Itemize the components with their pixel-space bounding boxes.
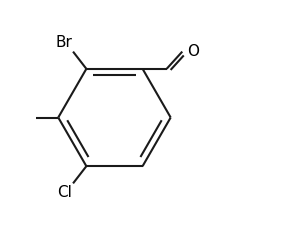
Text: Cl: Cl — [57, 185, 72, 200]
Text: Br: Br — [55, 35, 72, 50]
Text: O: O — [187, 44, 199, 59]
